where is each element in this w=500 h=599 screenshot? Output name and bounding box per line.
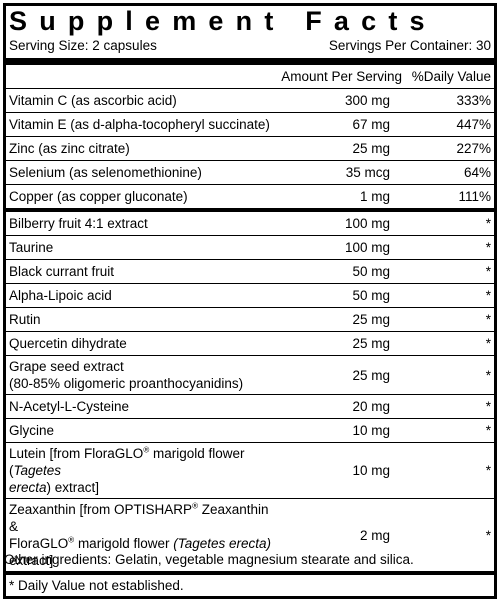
amount: 50 mg [278, 283, 408, 308]
name-part: Zeaxanthin [from OPTISHARP [9, 502, 193, 517]
amount: 25 mg [278, 307, 408, 332]
ingredient-row: Lutein [from FloraGLO® marigold flower (… [6, 442, 494, 499]
name-part: ® [192, 501, 198, 511]
ingredient-row: Vitamin E (as d-alpha-tocopheryl succina… [6, 112, 494, 137]
cell [6, 65, 278, 89]
ingredient-row: Quercetin dihydrate 25 mg * [6, 331, 494, 356]
ingredient-name: Glycine [6, 418, 279, 443]
name-part: marigold flower [74, 536, 174, 551]
amount: 100 mg [278, 235, 408, 260]
daily-value: * [408, 283, 494, 308]
ingredient-name: Bilberry fruit 4:1 extract [6, 208, 279, 236]
daily-value: * [408, 418, 494, 443]
name-part: (Tagetes erecta) [173, 536, 272, 551]
ingredient-name: N-Acetyl-L-Cysteine [6, 394, 279, 419]
name-part: marigold flower ( [9, 446, 245, 478]
name-part: extract] [9, 553, 54, 568]
daily-value: * [408, 235, 494, 260]
ingredient-name: Zinc (as zinc citrate) [6, 136, 279, 161]
daily-value: 111% [408, 184, 494, 210]
ingredient-row: Grape seed extract (80-85% oligomeric pro… [6, 355, 494, 395]
body: {"header": {"title": "Supplement Facts",… [3, 3, 497, 599]
table-body: Amount Per Serving %Daily Value Vitamin … [6, 65, 494, 596]
ingredient-row: Black currant fruit 50 mg * [6, 259, 494, 284]
column-header: Amount Per Serving [281, 69, 402, 84]
footnote-row: * Daily Value not established. [6, 571, 494, 596]
ingredient-name: Quercetin dihydrate [6, 331, 279, 356]
ingredient-name: Copper (as copper gluconate) [6, 184, 279, 210]
name-part: Grape seed extract [9, 359, 124, 374]
ingredient-name: Rutin [6, 307, 279, 332]
ingredient-row: Selenium (as selenomethionine) 35 mcg 64% [6, 160, 494, 185]
amount: 25 mg [278, 355, 408, 395]
serving-info: Serving Size: 2 capsules Servings Per Co… [6, 36, 494, 65]
ingredient-row: Vitamin C (as ascorbic acid) 300 mg 333% [6, 88, 494, 113]
ingredient-name: Vitamin C (as ascorbic acid) [6, 88, 279, 113]
amount: 25 mg [278, 136, 408, 161]
amount: 25 mg [278, 331, 408, 356]
ingredient-row: Copper (as copper gluconate) 1 mg 111% [6, 184, 494, 210]
name-part: Lutein [from FloraGLO [9, 446, 144, 461]
daily-value: * [408, 394, 494, 419]
ingredient-name: Taurine [6, 235, 279, 260]
serving-size: Serving Size: 2 capsules [9, 38, 157, 53]
daily-value: * [408, 331, 494, 356]
ingredient-name: Lutein [from FloraGLO® marigold flower (… [6, 442, 279, 499]
supplement-facts-panel: Supplement Facts Serving Size: 2 capsule… [3, 3, 497, 599]
daily-value: * [408, 307, 494, 332]
name-part: ) extract] [46, 480, 100, 495]
ingredient-name: Vitamin E (as d-alpha-tocopheryl succina… [6, 112, 279, 137]
facts-table: Amount Per Serving %Daily Value Vitamin … [6, 65, 494, 596]
name-part: ® [68, 535, 75, 545]
ingredient-row: Zeaxanthin [from OPTISHARP® Zeaxanthin &… [6, 498, 494, 573]
column-header: %Daily Value [411, 69, 491, 84]
amount: 10 mg [278, 442, 408, 499]
servings-per-container: Servings Per Container: 30 [328, 38, 491, 53]
amount: 100 mg [278, 208, 408, 236]
amount: 67 mg [278, 112, 408, 137]
ingredient-name: Zeaxanthin [from OPTISHARP® Zeaxanthin &… [6, 498, 279, 573]
ingredient-row: Alpha-Lipoic acid 50 mg * [6, 283, 494, 308]
ingredient-row: Glycine 10 mg * [6, 418, 494, 443]
other-ingredients: Other ingredients: Gelatin, vegetable ma… [4, 552, 414, 567]
name-part: Zeaxanthin & [9, 502, 269, 534]
page: html, body { margin: 0; padding: 0; widt… [3, 3, 497, 599]
daily-value: * [408, 442, 494, 499]
amount: 1 mg [278, 184, 408, 210]
ingredient-row: N-Acetyl-L-Cysteine 20 mg * [6, 394, 494, 419]
name-part: (80-85% oligomeric proanthocyanidins) [9, 376, 244, 391]
name-part: FloraGLO [9, 536, 69, 551]
footnote: * Daily Value not established. [6, 571, 494, 596]
daily-value: * [408, 355, 494, 395]
ingredient-name: Black currant fruit [6, 259, 279, 284]
daily-value: * [408, 259, 494, 284]
name-part: ® [143, 445, 150, 455]
amount: 20 mg [278, 394, 408, 419]
ingredient-name: Alpha-Lipoic acid [6, 283, 279, 308]
daily-value: * [408, 208, 494, 236]
title: Supplement Facts [9, 6, 437, 36]
daily-value: 447% [408, 112, 494, 137]
ingredient-row: Zinc (as zinc citrate) 25 mg 227% [6, 136, 494, 161]
ingredient-row: Rutin 25 mg * [6, 307, 494, 332]
ingredient-name: Selenium (as selenomethionine) [6, 160, 279, 185]
daily-value: 64% [408, 160, 494, 185]
amount: 35 mcg [278, 160, 408, 185]
amount: 10 mg [278, 418, 408, 443]
amount: 50 mg [278, 259, 408, 284]
name-part: Tagetes [13, 463, 62, 478]
name-part: erecta [9, 480, 47, 495]
daily-value: 333% [408, 88, 494, 113]
amount: 2 mg [278, 498, 408, 573]
ingredient-row: Taurine 100 mg * [6, 235, 494, 260]
amount: 300 mg [278, 88, 408, 113]
header-row: Amount Per Serving %Daily Value [6, 65, 494, 89]
daily-value: * [408, 498, 494, 573]
ingredient-row: Bilberry fruit 4:1 extract 100 mg * [6, 208, 494, 236]
daily-value: 227% [408, 136, 494, 161]
ingredient-name: Grape seed extract (80-85% oligomeric pro… [6, 355, 279, 395]
